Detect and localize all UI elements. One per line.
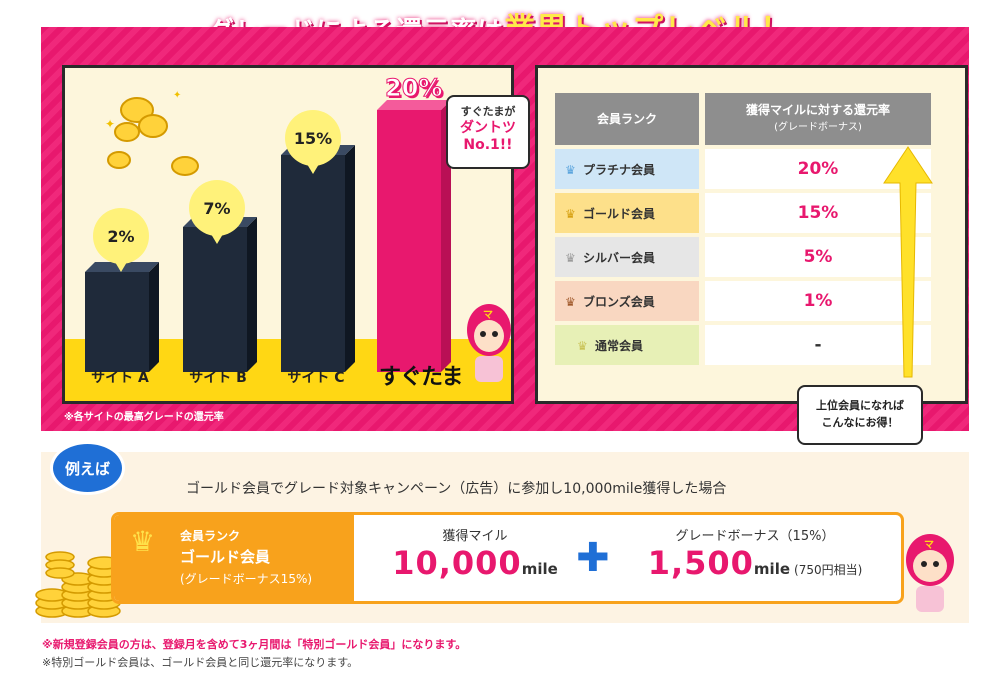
header-rate-label: 獲得マイルに対する還元率 [745,103,890,117]
rank-row-gold: ♛ ゴールド会員 15% [555,193,931,233]
rank-summary: ♛ 会員ランク ゴールド会員 (グレードボーナス15%) [114,515,354,601]
callout-line1: すぐたまが [460,105,516,118]
rank-rate-silver: 5% [699,237,931,277]
coin-stack-icon [35,551,121,618]
coins-icon: ✦ ✦ [105,90,199,176]
up-arrow-icon [883,146,933,378]
crown-icon: ♛ [130,525,156,558]
bar-2 [281,145,355,372]
tip-line2: こんなにお得！ [821,416,899,429]
header-rank: 会員ランク [555,93,699,145]
bar-0 [85,262,159,372]
svg-text:マ: マ [483,310,493,321]
miles-value: 10,000 [392,544,522,582]
example-badge: 例えば [50,441,125,495]
bonus-caption: グレードボーナス（15%） [675,529,835,544]
rank-table-panel: 会員ランク 獲得マイルに対する還元率 (グレードボーナス) ♛ プラチナ会員 20… [535,65,968,404]
rank-row-bronze: ♛ ブロンズ会員 1% [555,281,931,321]
plus-icon: ✚ [576,535,610,581]
header-rate-sub: (グレードボーナス) [774,122,862,133]
no1-callout: すぐたまが ダントツ No.1!! [446,95,530,169]
rank-table: 会員ランク 獲得マイルに対する還元率 (グレードボーナス) ♛ プラチナ会員 20… [555,89,931,369]
rank-table-header: 会員ランク 獲得マイルに対する還元率 (グレードボーナス) [555,93,931,145]
rank-row-normal: ♛ 通常会員 - [555,325,931,365]
bonus-unit: mile [753,560,791,578]
rank-name-bronze: ブロンズ会員 [583,294,655,309]
crown-icon: ♛ [565,206,576,221]
rank-name-gold: ゴールド会員 [583,206,656,221]
crown-icon: ♛ [565,162,576,177]
rank-rate-normal: - [699,325,931,365]
miles-unit: mile [521,560,558,578]
bar-label-site-a: サイト A [91,370,149,386]
rank-summary-label: 会員ランク [180,529,241,543]
bar-label-site-c: サイト C [287,370,345,386]
header-rate: 獲得マイルに対する還元率 (グレードボーナス) [699,93,931,145]
rank-summary-value: ゴールド会員 [180,548,271,566]
rank-name-silver: シルバー会員 [583,250,656,265]
example-description: ゴールド会員でグレード対象キャンペーン（広告）に参加し10,000mile獲得し… [186,481,727,497]
bonus-value: 1,500 [647,544,754,582]
rank-name-platinum: プラチナ会員 [583,162,656,177]
rank-row-platinum: ♛ プラチナ会員 20% [555,149,931,189]
tip-line1: 上位会員になれば [816,399,904,412]
note-special-gold-rate: ※特別ゴールド会員は、ゴールド会員と同じ還元率になります。 [42,656,359,669]
chart-footnote: ※各サイトの最高グレードの還元率 [64,412,224,423]
value-bubble-site-a: 2% [93,208,149,272]
svg-text:✦: ✦ [173,90,181,101]
bonus-block: グレードボーナス（15%） 1,500mile (750円相当) [616,525,894,582]
bar-3 [377,100,451,372]
rank-name-normal: 通常会員 [595,338,644,353]
rank-summary-bonus: (グレードボーナス15%) [180,572,313,586]
bar-label-site-b: サイト B [189,370,247,386]
chart-panel: ✦ ✦ サイト A サイト B サイト C すぐたま 2% 7% 15% 20%… [62,65,514,404]
bar-1 [183,217,257,372]
value-bubble-site-c: 15% [285,110,341,174]
mascot-icon: マ [906,534,954,612]
value-label-brand: 20% [384,74,443,103]
crown-icon: ♛ [565,294,576,309]
value-bubble-site-b: 7% [189,180,245,244]
callout-line2: ダントツ [460,120,516,136]
tip-bubble: 上位会員になれば こんなにお得！ [797,385,923,445]
mascot-icon: マ [467,304,511,382]
note-special-gold: ※新規登録会員の方は、登録月を含めて3ヶ月間は「特別ゴールド会員」になります。 [42,638,467,651]
rank-rate-bronze: 1% [699,281,931,321]
svg-text:✦: ✦ [105,117,115,131]
svg-text:マ: マ [924,540,934,551]
rank-row-silver: ♛ シルバー会員 5% [555,237,931,277]
bar-label-brand: すぐたま [379,365,463,390]
crown-icon: ♛ [565,250,576,265]
miles-caption: 獲得マイル [442,529,508,544]
bonus-note: (750円相当) [794,563,863,577]
callout-line3: No.1!! [463,137,513,153]
bar-chart: ✦ ✦ [85,90,451,372]
miles-block: 獲得マイル 10,000mile [380,525,570,582]
rank-rate-gold: 15% [699,193,931,233]
crown-icon: ♛ [577,338,588,353]
calculation-box: ♛ 会員ランク ゴールド会員 (グレードボーナス15%) 獲得マイル 10,00… [111,512,904,604]
